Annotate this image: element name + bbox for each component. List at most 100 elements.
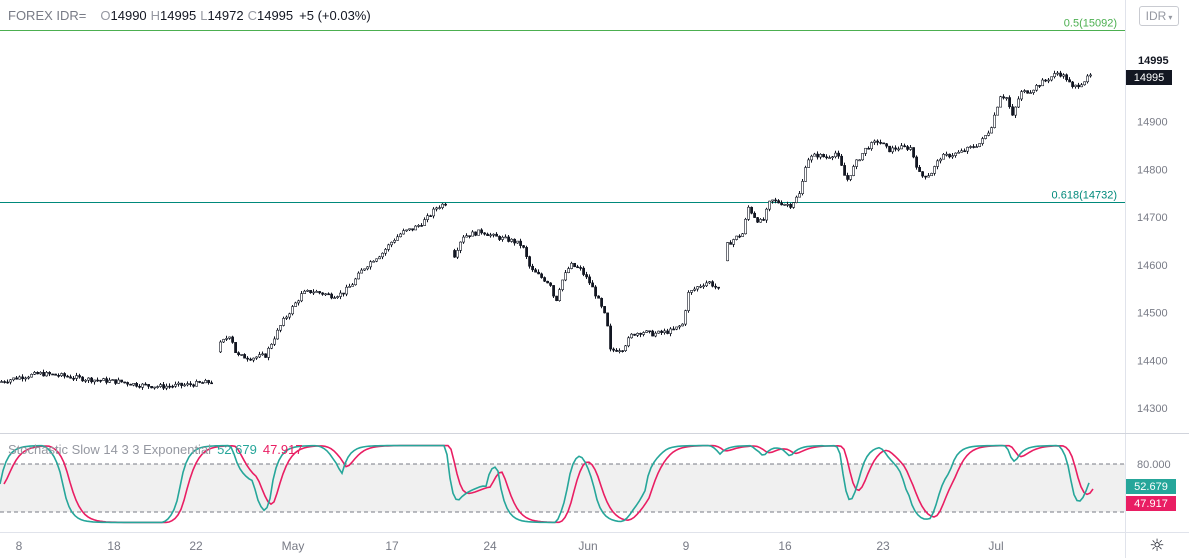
candle-body [678,325,682,328]
close-value: 14995 [256,8,294,23]
candle-body [108,379,112,383]
candle-body [135,383,139,387]
candle-body [195,381,199,387]
candle-body [936,160,940,167]
candle-body [540,273,544,278]
candle-body [900,145,904,150]
candle-body [189,383,193,386]
candle-body [405,229,409,232]
candle-body [288,313,292,318]
candle-body [516,240,520,244]
candle-body [120,379,124,383]
candle-body [597,295,601,299]
symbol-name[interactable]: FOREX IDR= [8,8,87,23]
candle-body [174,383,178,387]
candle-body [369,261,373,268]
candle-body [660,330,664,333]
candle-body [141,383,145,388]
candle-body [117,379,121,384]
candle-body [330,293,334,299]
candle-body [585,274,589,278]
candle-body [183,384,187,387]
candle-body [873,140,877,143]
time-tick-label: 9 [683,539,690,553]
candle-body [555,295,559,301]
open-label: O [100,8,111,23]
candle-body [591,282,595,288]
candle-body [441,203,445,208]
candle-body [933,166,937,174]
candle-body [237,352,241,355]
candle-body [795,196,799,203]
open-value: 14990 [110,8,147,23]
candle-body [594,286,598,297]
candle-body [204,380,208,384]
candle-body [837,152,841,157]
candle-body [603,306,607,314]
candle-body [78,375,82,378]
candle-body [942,153,946,160]
candle-body [696,286,700,290]
time-tick-label: 16 [778,539,792,553]
candle-body [582,267,586,275]
candle-body [165,385,169,389]
candle-body [561,279,565,290]
candle-body [12,377,16,381]
candle-body [1005,97,1009,99]
candle-body [711,281,715,287]
candle-body [729,242,733,245]
candle-body [81,376,85,382]
candle-body [336,296,340,298]
candle-body [324,293,328,296]
candle-body [414,225,418,231]
stochastic-legend[interactable]: Stochastic Slow 14 3 3 Exponential 52.679… [8,442,303,457]
candle-body [399,233,403,238]
candle-body [1020,91,1024,100]
candle-body [390,241,394,246]
candle-body [30,374,34,378]
candle-body [102,378,106,381]
low-label: L [200,8,208,23]
candle-body [798,193,802,198]
candle-body [864,147,868,154]
candle-body [792,202,796,208]
candle-body [459,241,463,251]
time-axis[interactable]: 8 18 22 May 17 24 Jun 9 16 23 Jul [16,539,1004,553]
candle-body [279,325,283,331]
price-axis[interactable]: 14300 14400 14500 14600 14700 14800 14900 [1137,117,1168,416]
currency-label: IDR [1145,9,1167,23]
candle-body [861,153,865,161]
gear-icon[interactable]: ☼ [1149,536,1165,556]
candle-body [735,235,739,240]
candle-body [36,372,40,375]
candle-body [90,377,94,383]
candle-body [60,373,64,377]
candle-body [282,318,286,326]
candle-body [681,323,685,327]
candle-body [39,372,43,375]
candle-body [114,379,118,384]
candle-body [822,154,826,158]
candle-body [687,292,691,311]
candle-body [297,300,301,304]
candle-body [72,377,76,380]
candle-body [564,272,568,281]
currency-button[interactable]: IDR ▾ [1139,6,1179,26]
candle-body [228,336,232,339]
stoch-k-badge [1126,479,1176,494]
symbol-legend[interactable]: FOREX IDR= O14990 H14995 L14972 C14995 +5 (+0… [8,8,371,23]
candle-body [636,332,640,336]
candle-body [99,379,103,382]
candle-body [957,151,961,154]
candle-body [96,379,100,382]
candle-body [1026,90,1030,94]
candle-body [147,384,151,387]
candle-body [303,290,307,294]
candle-body [486,233,490,236]
candle-body [1002,96,1006,99]
candle-body [222,339,226,343]
candle-body [1044,79,1048,82]
candle-body [924,175,928,178]
candle-body [1050,76,1054,81]
